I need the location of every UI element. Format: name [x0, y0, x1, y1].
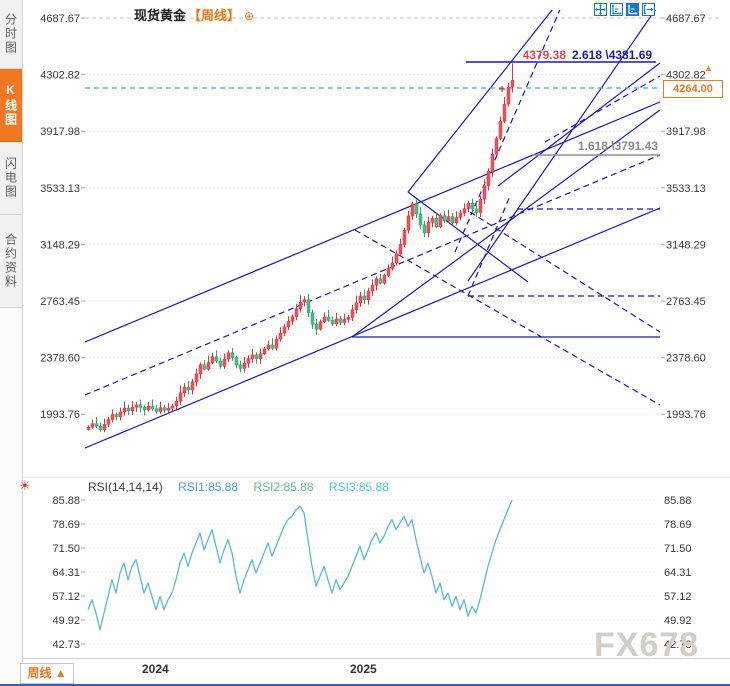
- price-axis-label-right: 4302.82: [666, 70, 706, 82]
- drawing-anchor-marker[interactable]: [499, 86, 505, 92]
- rsi-axis-label-right: 78.69: [664, 519, 692, 531]
- add-indicator-icon[interactable]: ⊕: [244, 9, 255, 23]
- rsi-axis-label-right: 42.73: [664, 639, 692, 651]
- rsi-axis-label-right: 64.31: [664, 567, 692, 579]
- period-tag: 【周线】: [188, 8, 241, 23]
- rsi1-value: RSI1:85.88: [178, 480, 239, 494]
- price-axis-label-left: 1993.76: [40, 409, 80, 421]
- rsi-title: RSI(14,14,14): [88, 480, 163, 494]
- bottom-border-line: [0, 684, 730, 686]
- rsi-axis-label-right: 71.50: [664, 543, 692, 555]
- sidebar: 分时图 K线图 闪电图 合约资料: [0, 0, 23, 686]
- fib-1618-label: 1.618 \3791.43: [577, 139, 658, 153]
- price-axis-label-left: 2378.60: [40, 353, 80, 365]
- price-axis-label-left: 4687.67: [40, 13, 80, 25]
- rsi-axis-label-right: 49.92: [664, 615, 692, 627]
- price-up-arrow-icon: ▲: [704, 63, 713, 73]
- rsi-axis-label-right: 85.88: [664, 495, 692, 507]
- rsi2-value: RSI2:85.88: [253, 480, 314, 494]
- price-axis-label-left: 3917.98: [40, 126, 80, 138]
- symbol-name: 现货黄金: [134, 8, 187, 23]
- panel-separator: [22, 477, 730, 478]
- rsi-axis-label-left: 57.12: [52, 591, 80, 603]
- period-button-label: 周线: [27, 666, 52, 680]
- price-axis-label-left: 3148.29: [40, 239, 80, 251]
- rsi-axis-label-left: 71.50: [52, 543, 80, 555]
- price-axis-label-right: 3148.29: [666, 239, 706, 251]
- price-axis-label-right: 3533.13: [666, 183, 706, 195]
- fit-axis-icon[interactable]: [610, 3, 623, 16]
- rsi-line-series: [87, 499, 513, 631]
- rsi3-value: RSI3:85.88: [328, 480, 389, 494]
- price-axis-label-left: 2763.45: [40, 296, 80, 308]
- rsi-axis-label-left: 78.69: [52, 519, 80, 531]
- rsi-axis-label-left: 49.92: [52, 615, 80, 627]
- x-axis-year-2024: 2024: [142, 662, 169, 676]
- pan-tool-icon[interactable]: [594, 3, 607, 16]
- chart-toolbar: [594, 3, 655, 16]
- sidebar-item-lightning-chart[interactable]: 闪电图: [0, 142, 22, 215]
- price-axis-label-right: 3917.98: [666, 126, 706, 138]
- sidebar-item-candlestick-chart[interactable]: K线图: [0, 69, 22, 142]
- chart-title: 现货黄金 【周线】 ⊕: [134, 5, 254, 24]
- trendlines-group: [85, 10, 661, 449]
- scale-axis-icon[interactable]: [626, 3, 639, 16]
- period-selector-button[interactable]: 周线 ▲: [20, 663, 74, 684]
- rsi-header: RSI(14,14,14) RSI1:85.88 RSI2:85.88 RSI3…: [88, 480, 389, 494]
- rsi-axis-label-left: 42.73: [52, 639, 80, 651]
- price-axis-label-left: 4302.82: [40, 70, 80, 82]
- rsi-axis-label-right: 57.12: [664, 591, 692, 603]
- watermark: FX678: [594, 626, 700, 664]
- exit-chart-icon[interactable]: [642, 3, 655, 16]
- x-axis-year-2025: 2025: [350, 662, 377, 676]
- price-axis-label-right: 4687.67: [666, 13, 706, 25]
- indicator-settings-icon[interactable]: ☀: [19, 478, 31, 493]
- fib-2618-label: 2.618 \4381.69: [572, 48, 653, 62]
- x-axis-strip: [22, 658, 730, 685]
- current-price-tag: 4264.00: [663, 80, 723, 98]
- rsi-axis-label-left: 85.88: [52, 495, 80, 507]
- swing-high-label: 4379.38: [522, 48, 566, 62]
- price-axis-label-right: 2378.60: [666, 353, 706, 365]
- price-axis-label-right: 1993.76: [666, 409, 706, 421]
- price-axis-label-right: 2763.45: [666, 296, 706, 308]
- price-axis-label-left: 3533.13: [40, 183, 80, 195]
- sidebar-item-timeline-chart[interactable]: 分时图: [0, 0, 22, 69]
- rsi-axis-label-left: 64.31: [52, 567, 80, 579]
- candlestick-series: [86, 63, 515, 433]
- period-button-arrow-icon: ▲: [54, 666, 67, 680]
- sidebar-item-contract-info[interactable]: 合约资料: [0, 215, 22, 308]
